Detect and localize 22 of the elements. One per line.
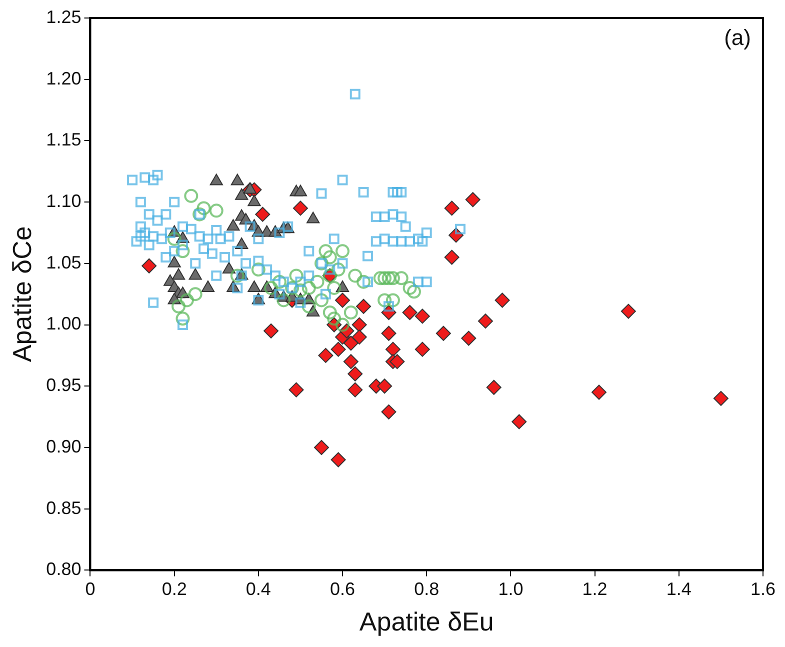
annotation: (a)	[724, 25, 751, 50]
x-tick-label: 0.6	[330, 578, 356, 599]
x-tick-label: 0.8	[414, 578, 440, 599]
y-tick-label: 1.20	[46, 68, 82, 88]
y-tick-label: 1.15	[46, 130, 82, 150]
y-tick-label: 1.05	[46, 252, 82, 272]
y-tick-label: 0.85	[46, 498, 82, 518]
y-tick-label: 0.95	[46, 375, 82, 396]
y-tick-label: 1.10	[46, 191, 82, 212]
y-tick-label: 0.80	[46, 559, 82, 580]
y-tick-label: 1.00	[46, 314, 82, 334]
y-tick-label: 1.25	[46, 6, 82, 27]
x-tick-label: 0.2	[162, 578, 187, 599]
x-tick-label: 0	[85, 578, 96, 599]
x-tick-label: 1.0	[498, 578, 524, 599]
x-tick-label: 1.4	[666, 578, 692, 599]
x-tick-label: 1.2	[582, 578, 608, 599]
y-axis-title: Apatite δCe	[6, 226, 37, 362]
x-axis-title: Apatite δEu	[359, 606, 494, 637]
y-tick-label: 0.90	[46, 436, 82, 456]
x-tick-label: 0.4	[246, 578, 271, 599]
x-tick-label: 1.6	[750, 578, 776, 599]
